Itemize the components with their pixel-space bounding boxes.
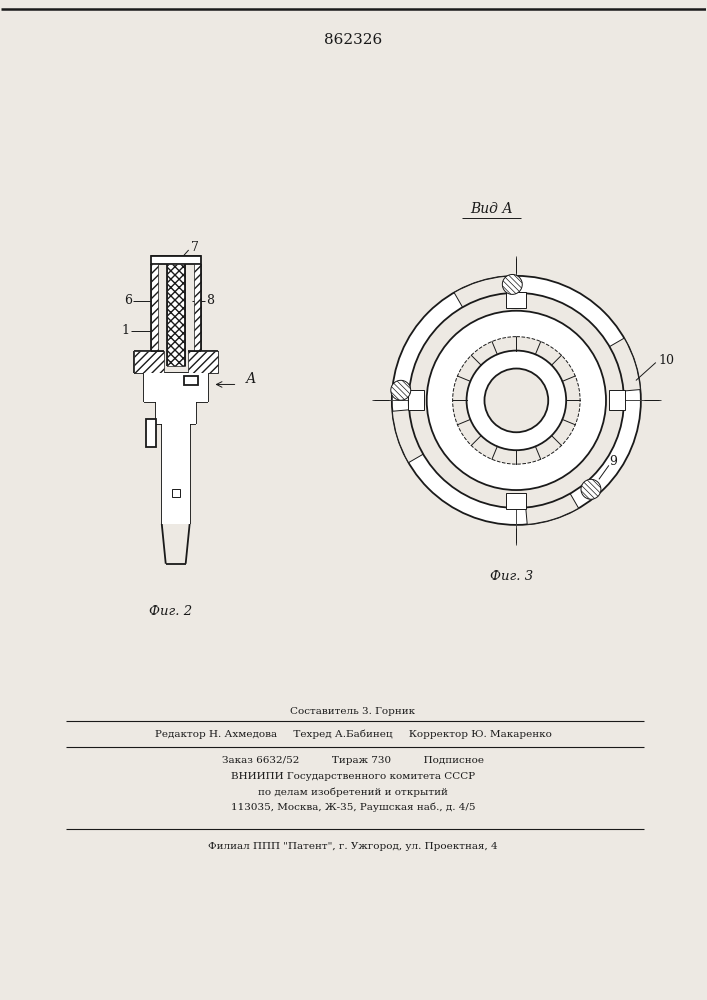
Circle shape (452, 337, 580, 464)
Bar (134, 351, 164, 373)
Wedge shape (525, 493, 578, 524)
Circle shape (391, 380, 411, 400)
Bar (167, 264, 185, 366)
Circle shape (427, 311, 606, 490)
Text: Фиг. 3: Фиг. 3 (490, 570, 533, 583)
Circle shape (409, 293, 624, 508)
Bar (408, 390, 423, 410)
Bar (146, 419, 156, 447)
Bar (172, 489, 180, 497)
Text: ВНИИПИ Государственного комитета СССР: ВНИИПИ Государственного комитета СССР (231, 772, 475, 781)
Wedge shape (609, 338, 641, 391)
Text: 113035, Москва, Ж-35, Раушская наб., д. 4/5: 113035, Москва, Ж-35, Раушская наб., д. … (230, 802, 475, 812)
Text: 8: 8 (206, 294, 214, 307)
Text: Заказ 6632/52          Тираж 730          Подписное: Заказ 6632/52 Тираж 730 Подписное (222, 756, 484, 765)
Text: Редактор Н. Ахмедова     Техред А.Бабинец     Корректор Ю. Макаренко: Редактор Н. Ахмедова Техред А.Бабинец Ко… (155, 729, 551, 739)
Circle shape (392, 276, 641, 525)
Text: Фиг. 2: Фиг. 2 (149, 605, 192, 618)
Text: Вид А: Вид А (470, 202, 513, 216)
Bar (187, 351, 218, 373)
Text: 1: 1 (122, 324, 130, 337)
Circle shape (467, 351, 566, 450)
Text: 9: 9 (609, 455, 617, 468)
Bar (194, 264, 201, 351)
Bar (156, 402, 196, 424)
Bar (151, 256, 201, 264)
Circle shape (484, 369, 548, 432)
Circle shape (581, 479, 601, 499)
Text: Филиал ППП "Патент", г. Ужгород, ул. Проектная, 4: Филиал ППП "Патент", г. Ужгород, ул. Про… (208, 842, 498, 851)
Bar (184, 376, 198, 385)
Circle shape (503, 274, 522, 294)
Bar (506, 493, 526, 509)
Text: Составитель 3. Горник: Составитель 3. Горник (291, 707, 416, 716)
Bar (151, 264, 158, 351)
Text: 862326: 862326 (324, 33, 382, 47)
Wedge shape (392, 410, 424, 463)
Text: по делам изобретений и открытий: по делам изобретений и открытий (258, 787, 448, 797)
Text: 7: 7 (191, 241, 199, 254)
Bar (144, 373, 208, 402)
Bar (506, 292, 526, 308)
Text: 10: 10 (659, 354, 674, 367)
Text: А: А (245, 372, 256, 386)
Wedge shape (454, 276, 507, 308)
Bar (609, 390, 625, 410)
Text: 6: 6 (124, 294, 132, 307)
Bar (162, 424, 189, 524)
